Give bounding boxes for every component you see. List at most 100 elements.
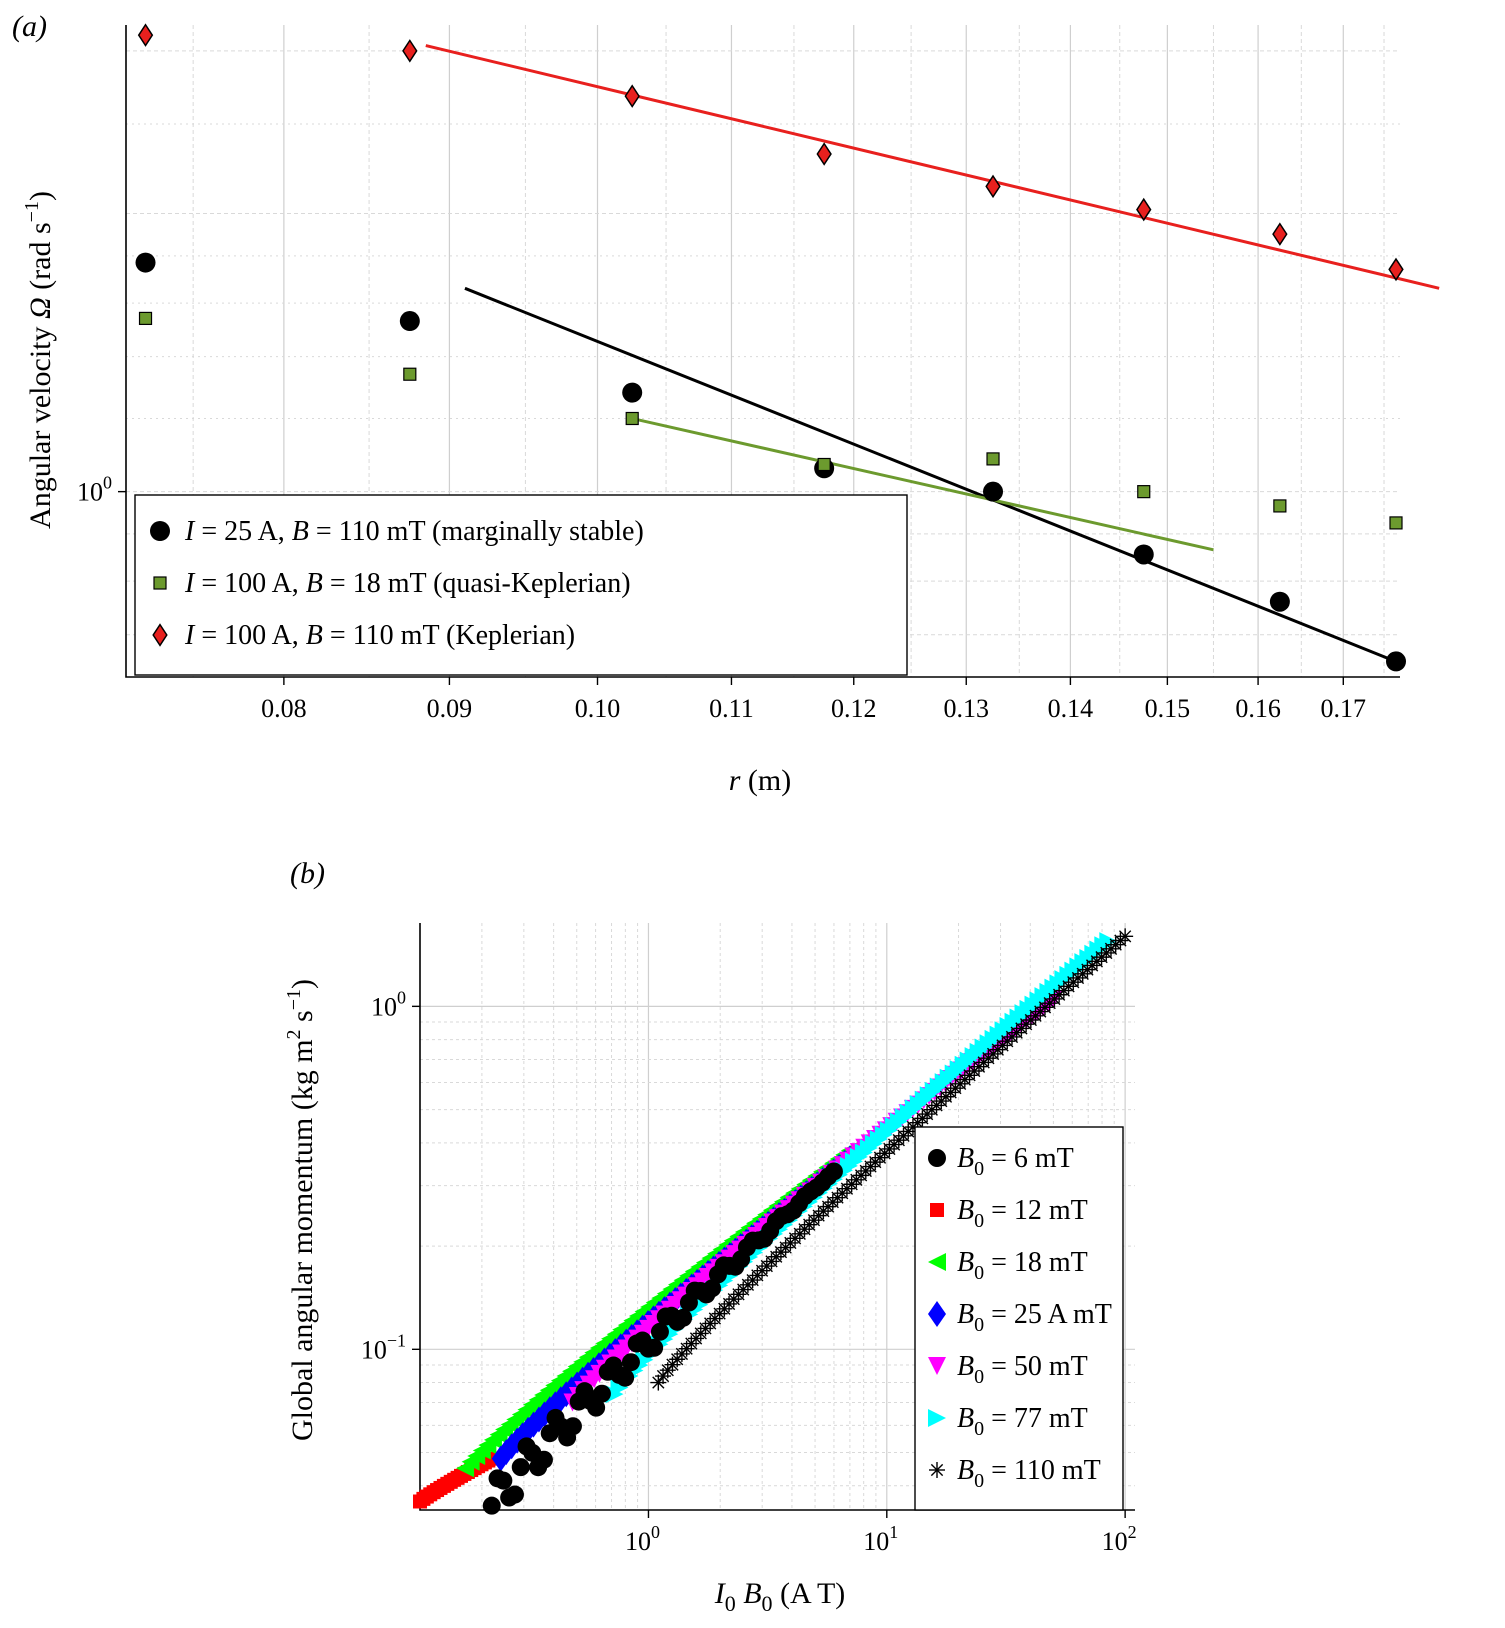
- panel-b-data-point: [587, 1398, 606, 1417]
- panel-b-legend-marker: [929, 1462, 945, 1478]
- panel-a-data-point: [403, 367, 417, 381]
- panel-b-data-point: [824, 1162, 843, 1181]
- panel-a-data-point: [985, 174, 1001, 199]
- panel-a-label: (a): [12, 10, 47, 43]
- panel-b-label: (b): [290, 857, 325, 890]
- panel-a-y-ticks: 100: [77, 473, 126, 507]
- panel-b-series-circle: [482, 1162, 843, 1515]
- panel-b-legend-marker: [928, 1253, 946, 1271]
- panel-a-x-tick-label: 0.13: [943, 694, 989, 723]
- panel-b-legend-entry: B0 = 12 mT: [957, 1195, 1088, 1232]
- panel-b-data-point: [592, 1384, 611, 1403]
- panel-a-series-square: [138, 311, 1403, 530]
- panel-a-points: [135, 23, 1406, 672]
- panel-b-legend-marker: [928, 1149, 946, 1167]
- panel-a-data-point: [1388, 257, 1404, 282]
- panel-a-legend-entry: I = 100 A, B = 110 mT (Keplerian): [184, 620, 575, 651]
- panel-a-data-point: [817, 457, 831, 472]
- panel-a-fit-line: [631, 417, 1214, 552]
- panel-a-fit-lines: [425, 44, 1440, 660]
- panel-a-legend-entry: I = 25 A, B = 110 mT (marginally stable): [184, 516, 644, 547]
- panel-a: (a) 0.08 0.09 0.10 0.11 0.12 0.13 0.14 0.15 0.16…: [12, 10, 1440, 797]
- panel-b-x-label: I0 B0 (A T): [714, 1577, 846, 1616]
- panel-b-x-ticks: 100 101 102: [625, 1510, 1137, 1556]
- panel-b-data-point: [482, 1496, 501, 1515]
- panel-b-legend-marker: [928, 1357, 946, 1375]
- panel-b-data-point: [703, 1279, 722, 1298]
- panel-a-series-circle: [135, 252, 1406, 672]
- panel-a-data-point: [402, 39, 418, 63]
- panel-a-data-point: [135, 252, 156, 273]
- panel-a-data-point: [622, 382, 643, 403]
- panel-b-legend-marker: [930, 1203, 944, 1217]
- panel-a-axis-lines: [125, 25, 1400, 678]
- panel-b-x-tick-label: 100: [625, 1522, 660, 1556]
- panel-a-series-diamond: [137, 23, 1404, 282]
- panel-a-axes: [125, 25, 1400, 678]
- panel-a-legend-box: [134, 494, 908, 676]
- panel-a-x-tick-label: 0.17: [1321, 694, 1367, 723]
- panel-a-x-tick-label: 0.08: [261, 694, 307, 723]
- panel-b-legend-entry: B0 = 110 mT: [957, 1455, 1101, 1492]
- panel-a-data-point: [1389, 516, 1403, 530]
- panel-a-data-point: [624, 84, 640, 108]
- panel-a-x-tick-label: 0.15: [1145, 694, 1191, 723]
- panel-a-data-point: [138, 311, 153, 326]
- panel-a-data-point: [1136, 197, 1152, 222]
- panel-b-y-label: Global angular momentum (kg m2 s−1): [283, 979, 319, 1441]
- panel-a-data-point: [625, 411, 639, 426]
- panel-a-x-tick-label: 0.16: [1235, 694, 1281, 723]
- panel-a-legend-marker: [152, 623, 168, 647]
- panel-a-legend-marker: [153, 576, 167, 590]
- panel-a-data-point: [816, 142, 832, 166]
- panel-a-legend-entry: I = 100 A, B = 18 mT (quasi-Keplerian): [184, 568, 631, 599]
- panel-a-x-tick-label: 0.14: [1048, 694, 1094, 723]
- panel-b: (b) 100 101 102 10−1 100 I0 B0 (A T) Global…: [283, 857, 1137, 1616]
- panel-a-x-tick-label: 0.11: [709, 694, 754, 723]
- panel-b-axis-lines: [419, 923, 1135, 1511]
- panel-a-x-tick-label: 0.10: [575, 694, 621, 723]
- panel-b-data-point: [1117, 928, 1134, 945]
- panel-b-data-point: [645, 1338, 664, 1357]
- panel-b-data-point: [650, 1322, 669, 1341]
- panel-b-data-point: [511, 1458, 530, 1477]
- panel-b-points: [413, 928, 1134, 1515]
- panel-b-legend-entry: B0 = 18 mT: [957, 1247, 1088, 1284]
- panel-b-data-point: [621, 1353, 640, 1372]
- panel-a-data-point: [1386, 651, 1406, 672]
- panel-b-legend-entry: B0 = 6 mT: [957, 1143, 1074, 1180]
- panel-a-x-tick-label: 0.09: [427, 694, 473, 723]
- panel-b-data-point: [494, 1471, 513, 1490]
- panel-a-x-ticks: 0.08 0.09 0.10 0.11 0.12 0.13 0.14 0.15 0.16 0.17: [261, 677, 1366, 723]
- panel-b-legend-entry: B0 = 77 mT: [957, 1403, 1088, 1440]
- panel-a-fit-line: [425, 44, 1440, 290]
- panel-b-legend: B0 = 6 mT B0 = 12 mT B0 = 18 mT B0 = 25 A m…: [914, 1126, 1124, 1511]
- panel-a-y-label: Angular velocity Ω (rad s−1): [21, 191, 57, 529]
- panel-b-y-ticks: 10−1 100: [361, 987, 420, 1364]
- panel-a-x-tick-label: 0.12: [831, 694, 877, 723]
- panel-a-data-point: [137, 23, 154, 47]
- panel-a-data-point: [1272, 222, 1288, 246]
- panel-b-data-point: [1099, 932, 1118, 951]
- panel-a-data-point: [399, 311, 420, 332]
- panel-a-data-point: [1273, 499, 1287, 513]
- panel-b-axes: [419, 923, 1135, 1511]
- panel-a-data-point: [1133, 544, 1154, 565]
- panel-b-data-point: [616, 1368, 635, 1387]
- panel-b-legend-entry: B0 = 25 A mT: [957, 1299, 1112, 1336]
- panel-b-series-asterisk: [650, 928, 1134, 1391]
- panel-a-data-point: [986, 452, 1000, 466]
- panel-b-legend-box: [914, 1126, 1124, 1511]
- panel-b-y-tick-label: 10−1: [361, 1330, 406, 1364]
- panel-a-data-point: [1137, 485, 1151, 499]
- panel-a-data-point: [983, 481, 1004, 502]
- panel-b-data-point: [505, 1485, 524, 1504]
- panel-a-y-tick-label: 100: [77, 473, 112, 507]
- panel-b-x-tick-label: 102: [1102, 1522, 1137, 1556]
- panel-b-data-point: [563, 1417, 582, 1436]
- panel-b-legend-entry: B0 = 50 mT: [957, 1351, 1088, 1388]
- panel-b-legend-marker: [928, 1409, 946, 1427]
- panel-b-y-tick-label: 100: [371, 987, 406, 1021]
- panel-b-x-tick-label: 101: [863, 1522, 898, 1556]
- panel-b-data-point: [674, 1308, 693, 1327]
